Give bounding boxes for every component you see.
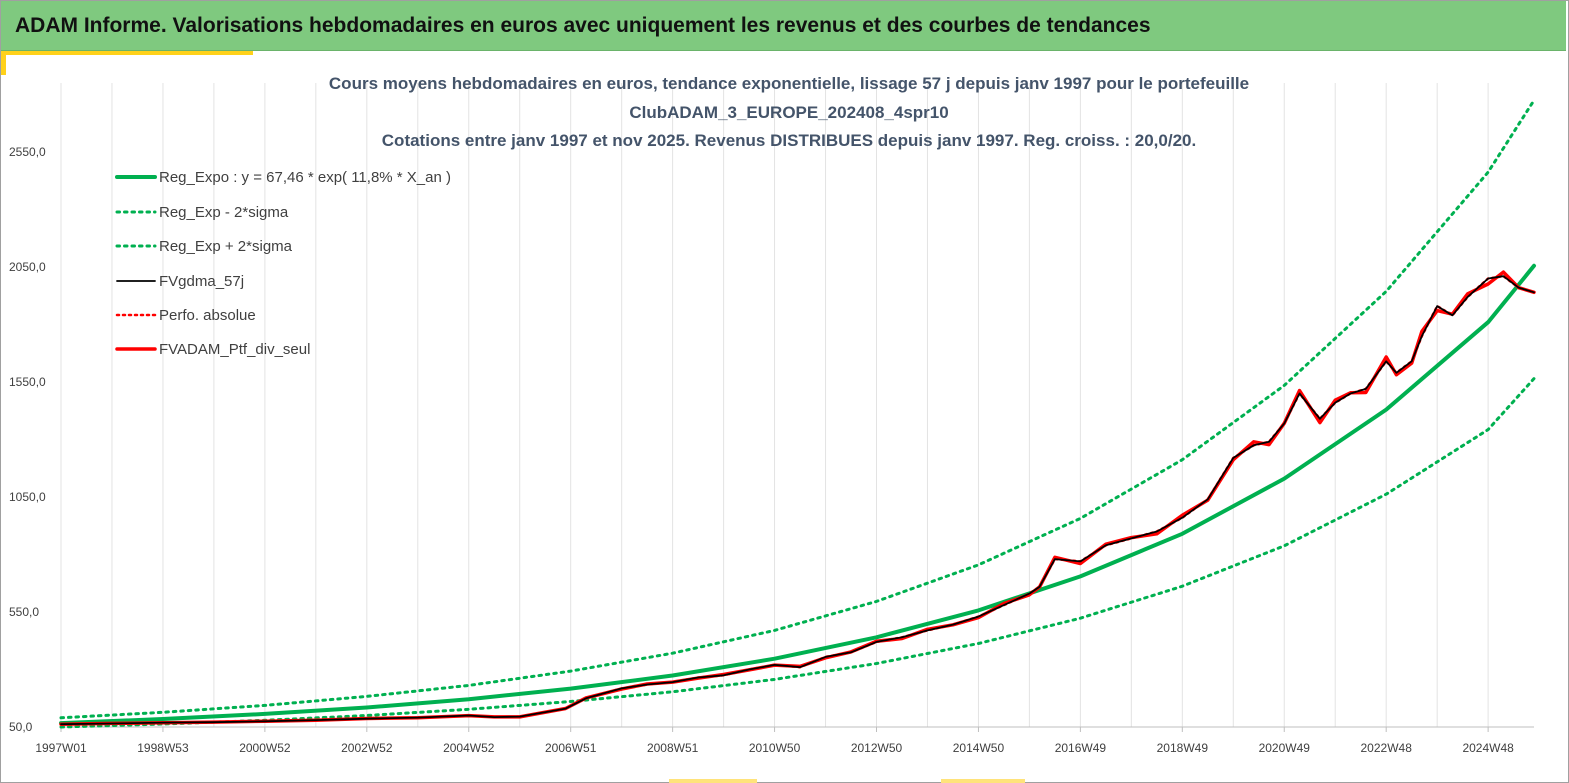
x-tick-label: 2022W48 [1361,741,1413,755]
accent-bottom-bar [941,779,1025,783]
chart-title-line: Cotations entre janv 1997 et nov 2025. R… [382,131,1196,150]
chart-title-line: ClubADAM_3_EUROPE_202408_4spr10 [629,103,948,122]
y-tick-label: 1550,0 [9,375,46,389]
x-tick-label: 2008W51 [647,741,699,755]
grid-layer [60,83,1489,727]
series-line [59,263,1536,726]
y-tick-label: 2050,0 [9,260,46,274]
page-title: ADAM Informe. Valorisations hebdomadaire… [15,14,1151,37]
accent-bar [1,51,253,55]
legend-label: Perfo. absolue [159,307,256,324]
x-tick-label: 2024W48 [1462,741,1514,755]
legend-label: Reg_Exp - 2*sigma [159,204,289,221]
legend-label: FVADAM_Ptf_div_seul [159,341,310,358]
series-line [59,98,1536,720]
header-banner: ADAM Informe. Valorisations hebdomadaire… [1,1,1566,51]
series-line [60,275,1535,726]
x-tick-label: 2020W49 [1259,741,1311,755]
x-tick-label: 2000W52 [239,741,291,755]
x-tick-label: 2004W52 [443,741,495,755]
chart-title-line: Cours moyens hebdomadaires en euros, ten… [329,74,1249,93]
x-tick-label: 1997W01 [35,741,87,755]
legend-label: Reg_Expo : y = 67,46 * exp( 11,8% * X_an… [159,169,451,186]
accent-left-bar [1,51,6,75]
legend: Reg_Expo : y = 67,46 * exp( 11,8% * X_an… [115,169,451,358]
y-tick-label: 550,0 [9,605,39,619]
x-tick-label: 2012W50 [851,741,903,755]
y-tick-label: 50,0 [9,720,33,734]
series-line [59,270,1536,726]
legend-label: Reg_Exp + 2*sigma [159,238,293,255]
series-line [59,377,1536,729]
x-tick-label: 2002W52 [341,741,393,755]
x-tick-label: 2016W49 [1055,741,1107,755]
series-layer [59,98,1536,729]
legend-label: FVgdma_57j [159,273,244,290]
y-tick-label: 1050,0 [9,490,46,504]
x-tick-label: 2018W49 [1157,741,1209,755]
axis-layer: 50,0 550,0 1050,0 1550,0 2050,0 2550,0 1997W01… [9,145,1534,755]
y-tick-label: 2550,0 [9,145,46,159]
x-tick-label: 1998W53 [137,741,189,755]
x-tick-label: 2006W51 [545,741,597,755]
accent-bottom-bar [669,779,757,783]
x-tick-label: 2014W50 [953,741,1005,755]
x-tick-label: 2010W50 [749,741,801,755]
chart-title: Cours moyens hebdomadaires en euros, ten… [329,74,1249,150]
